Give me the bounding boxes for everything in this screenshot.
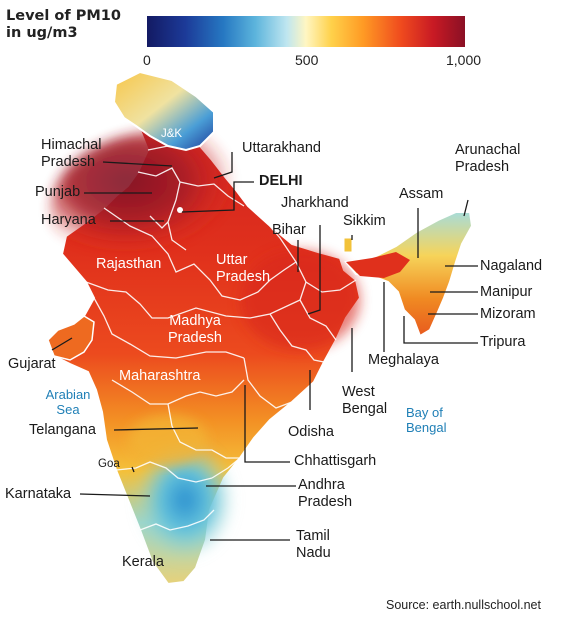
legend-title-line1: Level of PM10 — [6, 8, 121, 24]
source-credit: Source: earth.nullschool.net — [386, 598, 541, 612]
label-meghalaya: Meghalaya — [368, 352, 439, 368]
legend-title-line2: in ug/m3 — [6, 25, 78, 41]
label-madhya-line1: Madhya — [169, 313, 221, 329]
label-karnataka: Karnataka — [5, 486, 72, 502]
legend-tick-0: 0 — [143, 52, 151, 68]
label-himachal-line2: Pradesh — [41, 154, 96, 170]
label-arunachal-line2: Pradesh — [455, 159, 510, 175]
label-bay-of-bengal-line1: Bay of — [406, 405, 443, 420]
label-manipur: Manipur — [480, 284, 533, 300]
sikkim-shape — [343, 237, 353, 253]
label-maharashtra: Maharashtra — [119, 368, 201, 384]
label-west-bengal-line1: West — [342, 384, 375, 400]
label-goa: Goa — [98, 458, 120, 470]
label-arabian-sea-line2: Sea — [56, 402, 80, 417]
label-telangana: Telangana — [29, 422, 96, 438]
label-uttar-line1: Uttar — [216, 252, 248, 268]
label-arabian-sea-line1: Arabian — [45, 387, 91, 402]
label-andhra-line2: Pradesh — [298, 494, 353, 510]
label-odisha: Odisha — [288, 424, 334, 440]
legend-title: Level of PM10 in ug/m3 — [6, 8, 146, 42]
northeast-region — [344, 211, 474, 338]
label-uttar-line2: Pradesh — [216, 269, 271, 285]
label-arunachal-line1: Arunachal — [455, 142, 521, 158]
label-uttarakhand: Uttarakhand — [242, 140, 321, 156]
label-tripura: Tripura — [480, 334, 526, 350]
legend-tick-500: 500 — [295, 52, 319, 68]
label-madhya-line2: Pradesh — [167, 330, 222, 346]
label-jharkhand: Jharkhand — [281, 195, 349, 211]
label-tamil-line2: Nadu — [296, 545, 331, 561]
leader-lines — [51, 152, 478, 541]
label-mizoram: Mizoram — [480, 306, 536, 322]
label-assam: Assam — [399, 186, 444, 202]
label-tamil-line1: Tamil — [296, 528, 330, 544]
label-himachal-line1: Himachal — [41, 137, 102, 153]
label-sikkim: Sikkim — [343, 213, 386, 229]
state-borders — [85, 145, 357, 531]
label-chhattisgarh: Chhattisgarh — [294, 453, 377, 469]
label-nagaland: Nagaland — [480, 258, 543, 274]
label-gujarat: Gujarat — [8, 356, 56, 372]
delhi-marker — [177, 207, 183, 213]
label-kerala: Kerala — [122, 554, 164, 570]
legend-tick-1000: 1,000 — [446, 52, 482, 68]
label-punjab: Punjab — [35, 184, 81, 200]
label-andhra-line1: Andhra — [298, 477, 345, 493]
label-west-bengal-line2: Bengal — [342, 401, 388, 417]
label-jk: J&K — [161, 128, 183, 140]
label-bihar: Bihar — [272, 222, 306, 238]
legend-colorbar — [147, 16, 465, 47]
label-haryana: Haryana — [41, 212, 96, 228]
label-bay-of-bengal-line2: Bengal — [406, 420, 447, 435]
label-rajasthan: Rajasthan — [96, 256, 162, 272]
label-delhi: DELHI — [259, 173, 303, 189]
